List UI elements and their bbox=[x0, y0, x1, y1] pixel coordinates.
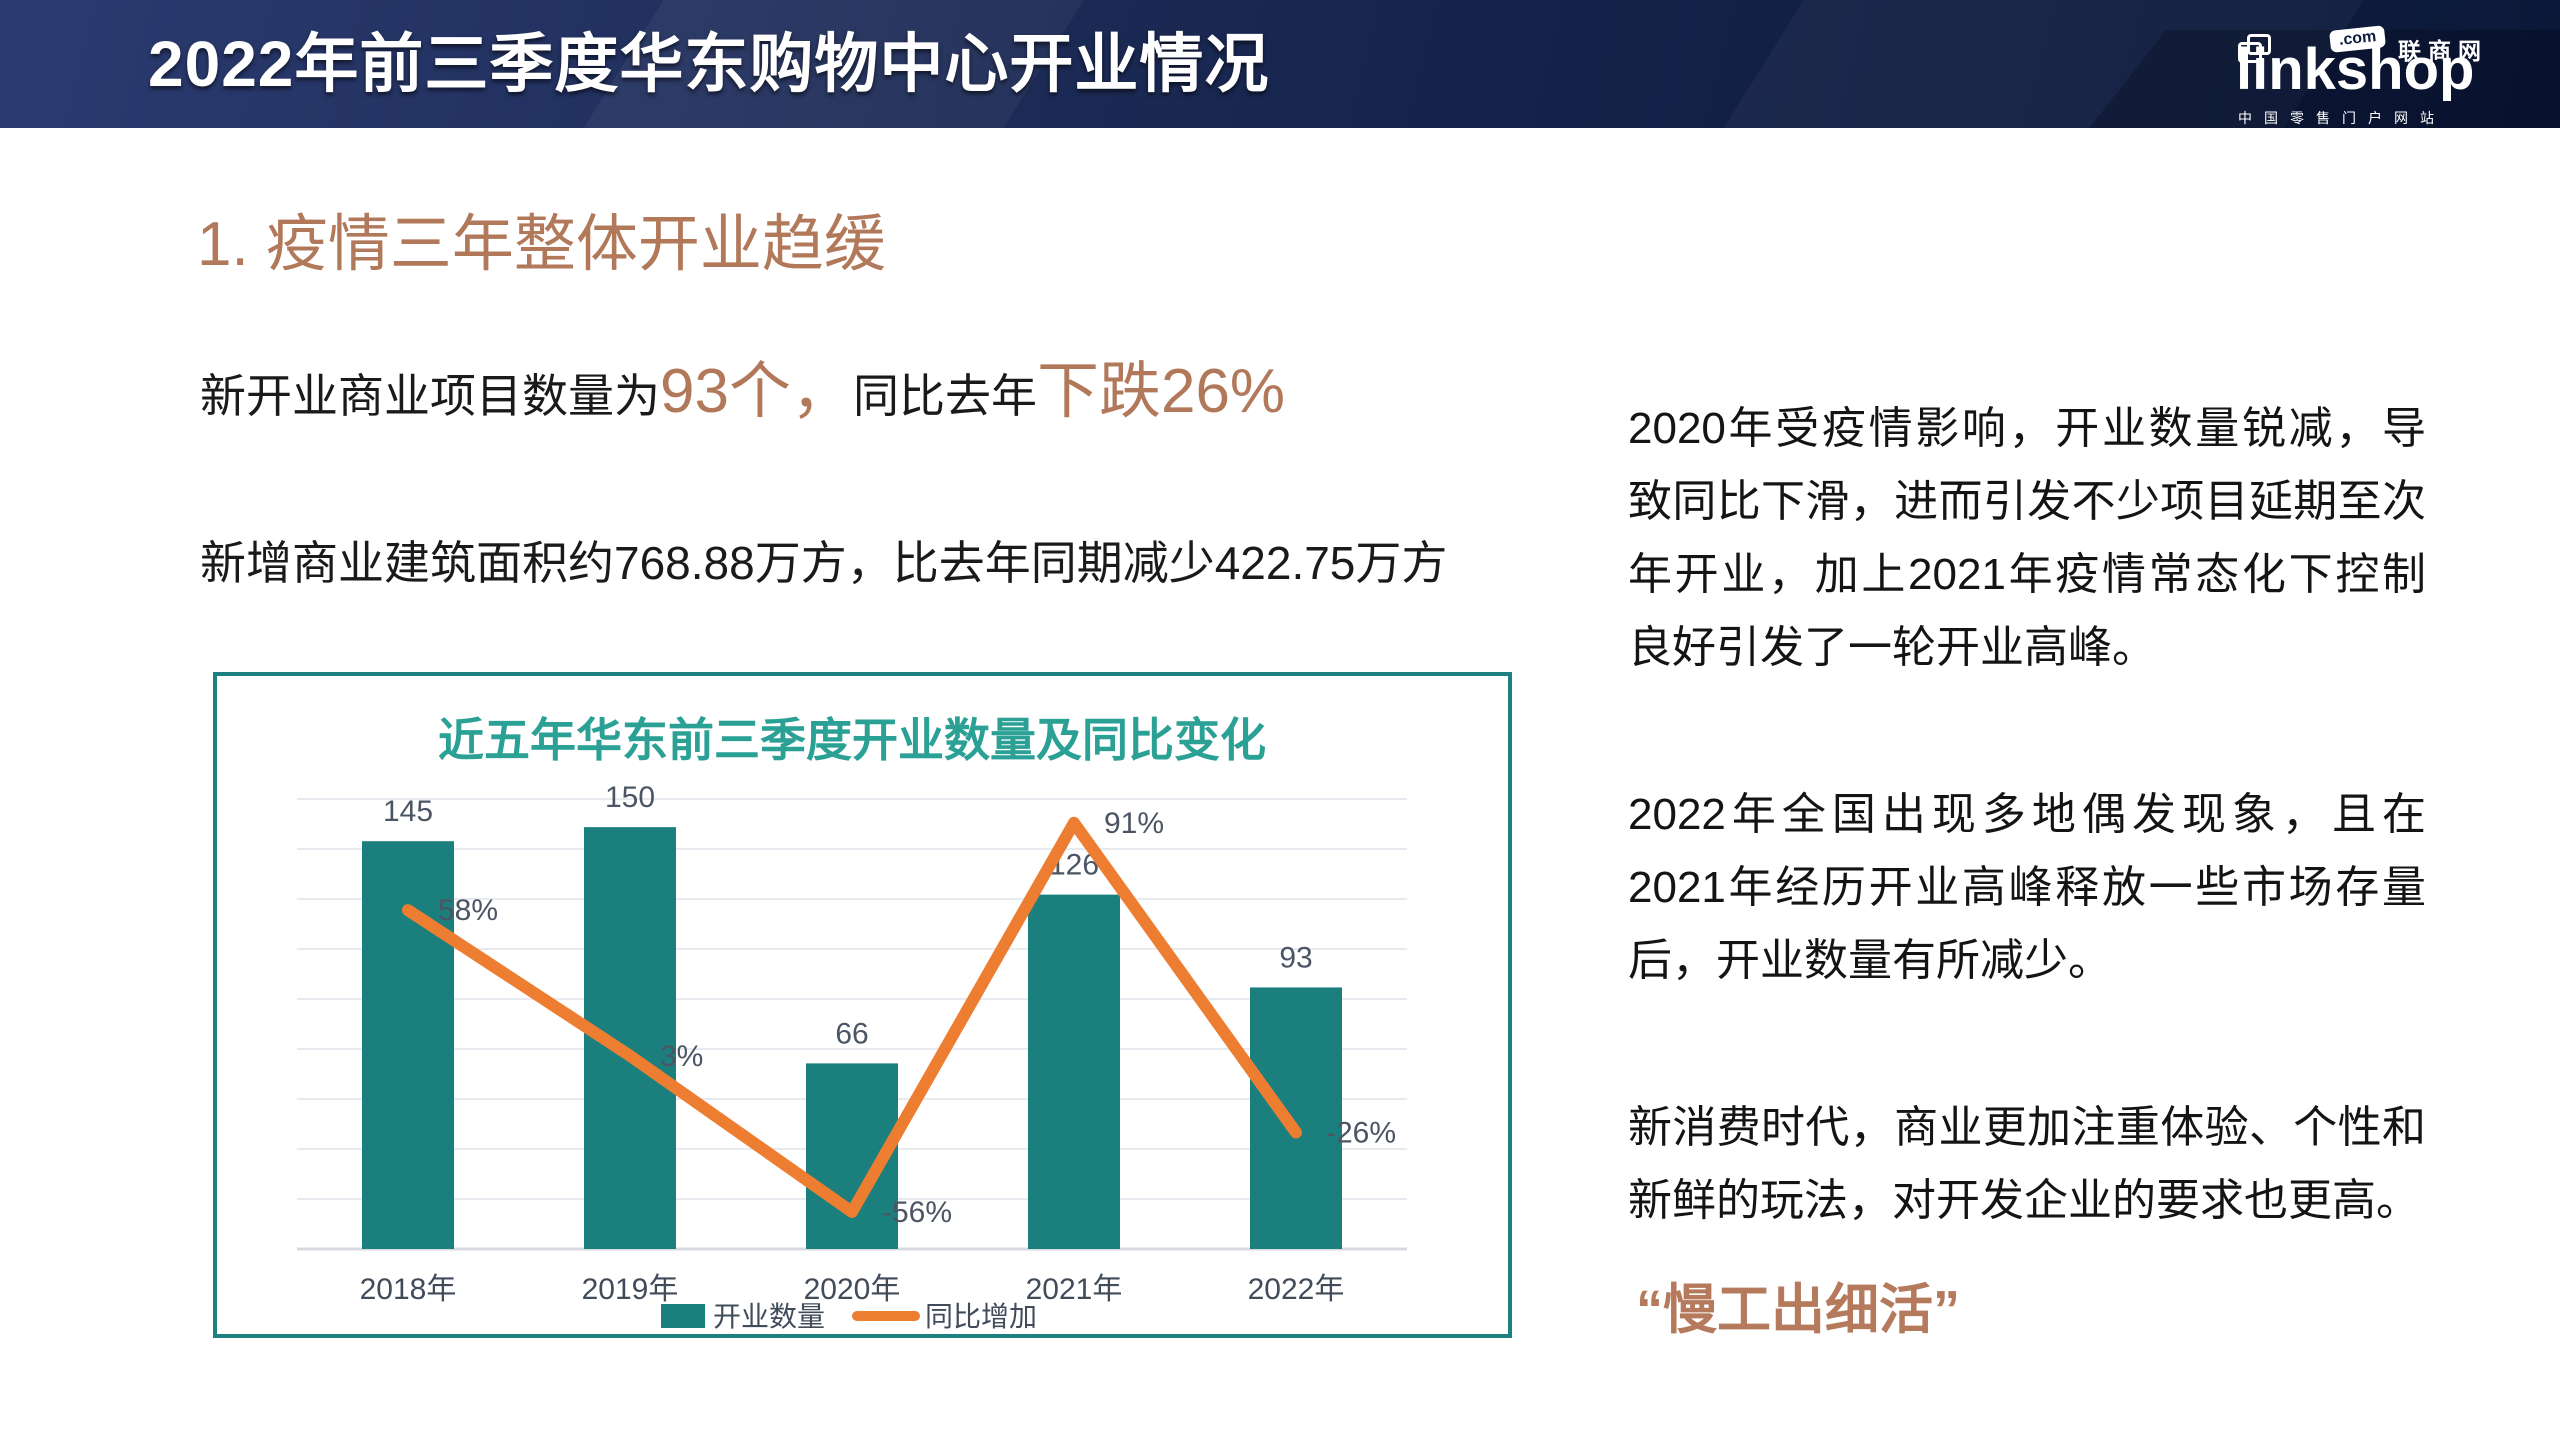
trend-point-label: -56% bbox=[882, 1196, 952, 1229]
chart-title: 近五年华东前三季度开业数量及同比变化 bbox=[438, 714, 1266, 766]
legend-line-label: 同比增加 bbox=[925, 1301, 1037, 1332]
x-axis-label: 2021年 bbox=[1026, 1273, 1123, 1306]
x-axis-label: 2020年 bbox=[804, 1273, 901, 1306]
stat-prefix: 新开业商业项目数量为 bbox=[200, 370, 660, 422]
linkshop-logo: .com 联商网 linkshop 中国零售门户网站 bbox=[2236, 12, 2488, 126]
trend-point-label: 58% bbox=[438, 894, 498, 927]
stat-middle: 同比去年 bbox=[852, 370, 1037, 422]
stat-value-count: 93个， bbox=[660, 357, 853, 426]
logo-wordmark: linkshop bbox=[2236, 37, 2475, 102]
bar-value-label: 66 bbox=[835, 1017, 868, 1050]
x-axis-label: 2019年 bbox=[582, 1273, 679, 1306]
commentary-paragraph-3: 新消费时代，商业更加注重体验、个性和新鲜的玩法，对开发企业的要求也更高。 bbox=[1628, 1103, 2426, 1225]
trend-point-label: 3% bbox=[660, 1040, 703, 1073]
bar-value-label: 93 bbox=[1279, 941, 1312, 974]
slide-header-bar: 2022年前三季度华东购物中心开业情况 .com 联商网 linkshop 中国… bbox=[0, 0, 2560, 128]
bar-value-label: 150 bbox=[605, 781, 655, 814]
commentary-paragraph-2: 2022年全国出现多地偶发现象，且在2021年经历开业高峰释放一些市场存量后，开… bbox=[1628, 790, 2426, 985]
bar-2022年 bbox=[1250, 987, 1342, 1249]
slide-title: 2022年前三季度华东购物中心开业情况 bbox=[148, 28, 1270, 100]
trend-line bbox=[402, 816, 1302, 1218]
stat-value-decline: 下跌26% bbox=[1036, 357, 1286, 426]
trend-point-label: 91% bbox=[1104, 807, 1164, 840]
logo-chinese-name: 联商网 bbox=[2398, 38, 2488, 64]
trend-point-label: -26% bbox=[1326, 1117, 1396, 1150]
stat-line-area: 新增商业建筑面积约768.88万方，比去年同期减少422.75万方 bbox=[200, 537, 1448, 589]
combo-chart: 近五年华东前三季度开业数量及同比变化 145 2018年 150 2019年 66 2020… bbox=[213, 672, 1512, 1338]
logo-tagline: 中国零售门户网站 bbox=[2238, 110, 2446, 126]
bar-2021年 bbox=[1028, 894, 1120, 1249]
x-axis-label: 2018年 bbox=[360, 1273, 457, 1306]
legend-bar-label: 开业数量 bbox=[713, 1301, 825, 1332]
closing-quote: “慢工出细活” bbox=[1636, 1280, 1960, 1340]
stat-line-projects: 新开业商业项目数量为93个，同比去年下跌26% bbox=[200, 350, 1285, 438]
commentary-column: 2020年受疫情影响，开业数量锐减，导致同比下滑，进而引发不少项目延期至次年开业… bbox=[1628, 392, 2426, 1344]
logo-frames-icon bbox=[2238, 34, 2272, 64]
x-axis-label: 2022年 bbox=[1248, 1273, 1345, 1306]
bar-value-label: 145 bbox=[383, 795, 433, 828]
section-heading: 1. 疫情三年整体开业趋缓 bbox=[197, 210, 886, 279]
commentary-paragraph-1: 2020年受疫情影响，开业数量锐减，导致同比下滑，进而引发不少项目延期至次年开业… bbox=[1628, 404, 2426, 672]
legend-bar-swatch bbox=[661, 1304, 705, 1328]
